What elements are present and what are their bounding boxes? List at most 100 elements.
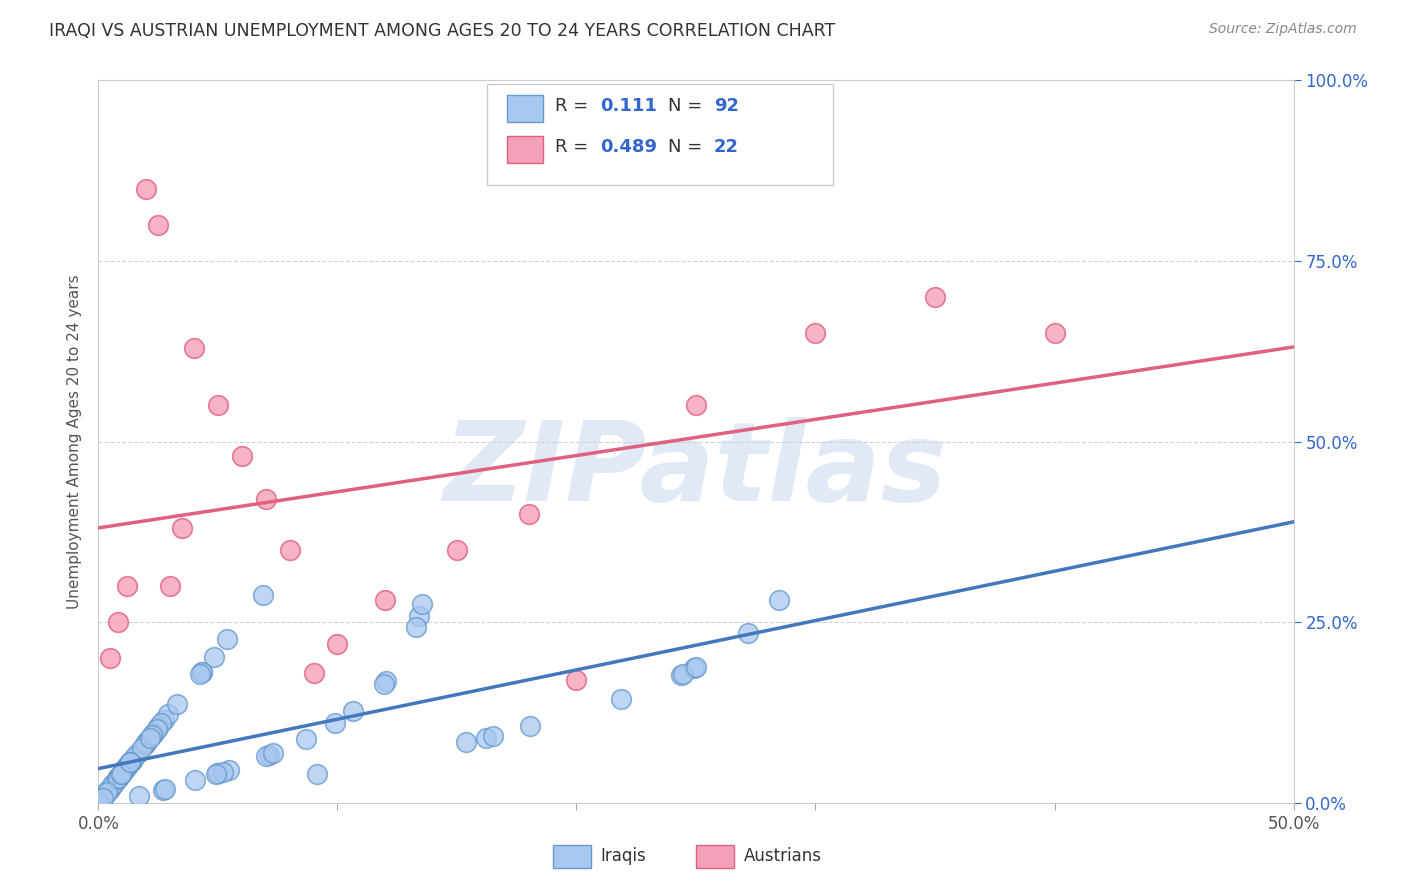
Point (207, 766, 229, 780)
Point (98, 651, 122, 665)
Point (257, 747, 280, 762)
Point (117, 759, 139, 773)
Point (98, 781, 121, 796)
Point (145, 722, 167, 736)
Point (110, 766, 132, 780)
Bar (696, 845, 734, 868)
Text: R =: R = (555, 137, 593, 156)
Point (101, 779, 124, 793)
Point (519, 719, 541, 733)
Point (114, 761, 136, 775)
Point (128, 789, 150, 804)
Point (262, 747, 284, 761)
Point (87, 796, 110, 810)
Point (342, 704, 364, 718)
Point (111, 765, 134, 780)
Point (117, 758, 139, 772)
Text: Austrians: Austrians (744, 847, 821, 865)
Point (127, 746, 149, 760)
Point (374, 593, 396, 607)
Point (112, 763, 135, 777)
Point (90, 791, 112, 805)
Point (1043, 326, 1066, 340)
Text: IRAQI VS AUSTRIAN UNEMPLOYMENT AMONG AGES 20 TO 24 YEARS CORRELATION CHART: IRAQI VS AUSTRIAN UNEMPLOYMENT AMONG AGE… (49, 22, 835, 40)
Point (96, 785, 118, 799)
Point (90, 791, 112, 805)
Point (157, 707, 180, 722)
Point (204, 767, 226, 781)
Point (159, 579, 181, 593)
Bar (508, 95, 543, 122)
Point (111, 765, 134, 780)
Point (474, 731, 496, 745)
Point (565, 673, 588, 687)
Point (136, 734, 159, 748)
Point (120, 756, 142, 770)
Point (737, 626, 759, 640)
Text: Iraqis: Iraqis (600, 847, 647, 865)
Point (138, 731, 160, 745)
Point (207, 398, 229, 412)
Point (278, 542, 301, 557)
Point (446, 542, 468, 557)
Point (108, 770, 131, 784)
Point (217, 632, 239, 647)
Text: ZIPatlas: ZIPatlas (444, 417, 948, 524)
Point (135, 735, 157, 749)
Point (254, 492, 277, 507)
Point (90, 792, 112, 806)
Text: 92: 92 (714, 96, 740, 114)
Point (121, 752, 143, 766)
Point (153, 782, 176, 797)
Point (124, 749, 146, 764)
Point (141, 729, 163, 743)
Point (142, 726, 165, 740)
Point (115, 760, 138, 774)
Point (107, 771, 129, 785)
Point (218, 763, 240, 777)
Point (120, 756, 142, 770)
Point (91, 790, 114, 805)
Point (302, 665, 325, 680)
Point (295, 731, 318, 746)
Point (89, 794, 111, 808)
Point (405, 620, 427, 634)
Point (148, 218, 170, 232)
Point (685, 398, 707, 412)
Point (131, 741, 153, 756)
Text: 22: 22 (714, 137, 740, 156)
Point (804, 326, 827, 340)
Point (682, 661, 704, 675)
Point (374, 674, 396, 689)
Point (112, 764, 135, 779)
Point (166, 697, 188, 711)
Point (142, 725, 165, 739)
Point (207, 766, 229, 780)
Point (768, 592, 790, 607)
Bar (553, 845, 591, 868)
Point (107, 771, 129, 785)
Point (107, 615, 129, 630)
Point (120, 756, 142, 770)
Text: 0.489: 0.489 (600, 137, 658, 156)
Point (183, 341, 205, 355)
Point (672, 666, 695, 681)
Point (134, 738, 156, 752)
Point (685, 660, 707, 674)
Point (184, 773, 207, 788)
Point (101, 778, 124, 792)
Point (610, 691, 633, 706)
Point (482, 729, 505, 743)
Point (191, 665, 214, 679)
Point (110, 766, 132, 780)
FancyBboxPatch shape (486, 84, 834, 185)
Point (231, 449, 253, 463)
Point (114, 762, 136, 776)
Point (93, 788, 115, 802)
Point (254, 749, 277, 764)
Point (252, 588, 274, 602)
Text: N =: N = (668, 96, 709, 114)
Point (150, 716, 173, 731)
Point (104, 775, 127, 789)
Point (212, 764, 235, 779)
